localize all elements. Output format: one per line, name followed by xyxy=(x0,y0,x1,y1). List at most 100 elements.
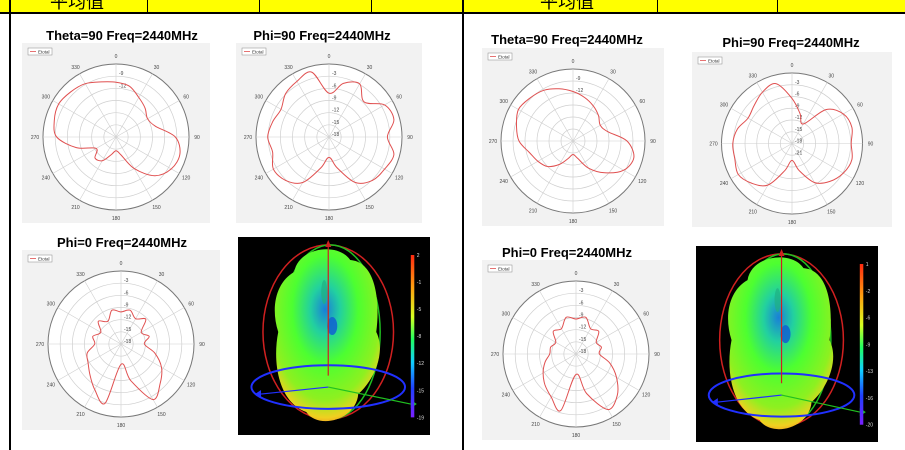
angle-tick-label: 330 xyxy=(76,272,85,278)
radial-tick-label: -12 xyxy=(576,88,583,94)
angle-tick-label: 150 xyxy=(152,205,161,211)
angle-tick-label: 150 xyxy=(612,422,621,428)
grid-spoke xyxy=(791,143,828,205)
angle-tick-label: 270 xyxy=(36,342,45,348)
radial-tick-label: -3 xyxy=(124,278,129,284)
grid-spoke xyxy=(328,100,393,138)
header-cell: 平均值 xyxy=(464,0,658,12)
grid-spoke xyxy=(510,140,574,178)
angle-tick-label: 240 xyxy=(42,176,51,182)
legend-box xyxy=(27,47,53,56)
chart-title: Phi=0 Freq=2440MHz xyxy=(56,235,188,250)
grid-spoke xyxy=(265,100,330,138)
x-axis xyxy=(328,386,411,405)
grid-spoke xyxy=(292,136,330,201)
y-axis xyxy=(260,386,329,395)
radial-tick-label: -18 xyxy=(795,139,802,145)
radial-tick-label: -6 xyxy=(124,290,129,296)
chart-title: Phi=0 Freq=2440MHz xyxy=(501,245,633,260)
angle-tick-label: 120 xyxy=(638,179,647,185)
angle-tick-label: 240 xyxy=(255,176,264,182)
header-cell xyxy=(148,0,260,12)
polar-chart: 0 30 60 90 120 150 180 210 240 270 300 330 -3 -6 -9 -12… xyxy=(482,260,670,440)
chart-title: Theta=90 Freq=2440MHz xyxy=(491,32,643,47)
grid-spoke xyxy=(575,317,640,355)
grid-spoke xyxy=(57,343,122,381)
left-border xyxy=(9,0,11,450)
angle-tick-label: 60 xyxy=(188,302,194,308)
angle-tick-label: 30 xyxy=(828,74,834,80)
grid-spoke xyxy=(572,78,610,142)
radial-tick-label: -18 xyxy=(332,132,339,138)
legend-label: Etotal xyxy=(38,256,50,261)
grid-spoke xyxy=(791,82,828,144)
grid-spoke xyxy=(512,317,577,355)
radial-tick-label: -15 xyxy=(332,120,339,126)
radial-tick-label: -12 xyxy=(119,83,126,89)
grid-spoke xyxy=(572,104,636,142)
radial-tick-label: -12 xyxy=(332,108,339,114)
angle-tick-label: 270 xyxy=(244,135,253,141)
angle-tick-label: 300 xyxy=(720,102,729,108)
angle-tick-label: 180 xyxy=(572,433,581,439)
header-cell xyxy=(658,0,778,12)
grid-spoke xyxy=(120,307,185,345)
header-band xyxy=(0,0,905,12)
legend-box xyxy=(487,264,513,273)
grid-spoke xyxy=(575,353,613,418)
radial-tick-label: -9 xyxy=(579,313,584,319)
radiation-pattern-3d: 1 -2 -6 -9 -13 -16 -20 xyxy=(696,246,878,442)
angle-tick-label: 150 xyxy=(157,412,166,418)
angle-tick-label: 180 xyxy=(788,220,797,226)
angle-tick-label: 330 xyxy=(749,74,758,80)
angle-tick-label: 210 xyxy=(284,205,293,211)
polar-chart: 0 30 60 90 120 150 180 210 240 270 300 330 -3 -6 -9 -12… xyxy=(692,52,892,227)
radial-tick-label: -15 xyxy=(579,337,586,343)
radial-tick-label: -18 xyxy=(124,339,131,345)
colorbar-tick-label: -19 xyxy=(417,415,424,421)
angle-tick-label: 90 xyxy=(868,142,874,148)
angle-tick-label: 90 xyxy=(194,135,200,141)
radial-tick-label: -6 xyxy=(579,300,584,306)
colorbar-tick-label: 1 xyxy=(866,262,869,268)
radial-tick-label: -9 xyxy=(332,96,337,102)
grid-spoke xyxy=(512,353,577,391)
pattern-trace xyxy=(53,81,181,177)
angle-tick-label: 180 xyxy=(569,219,578,225)
pattern-lobe xyxy=(728,257,834,430)
polar-chart: 0 30 60 90 120 150 180 210 240 270 300 330 -9 -12 Etot… xyxy=(22,43,210,223)
angle-tick-label: 180 xyxy=(325,216,334,222)
colorbar-tick-label: -6 xyxy=(866,316,871,322)
grid-spoke xyxy=(120,343,158,408)
angle-tick-label: 30 xyxy=(610,70,616,76)
angle-tick-label: 180 xyxy=(112,216,121,222)
grid-spoke xyxy=(292,73,330,138)
angle-tick-label: 150 xyxy=(365,205,374,211)
angle-tick-label: 0 xyxy=(791,63,794,69)
angle-tick-label: 210 xyxy=(531,422,540,428)
colorbar-tick-label: 2 xyxy=(417,253,420,259)
radial-tick-label: -9 xyxy=(124,303,129,309)
grid-spoke xyxy=(536,78,574,142)
angle-tick-label: 270 xyxy=(709,142,718,148)
legend-box xyxy=(241,47,267,56)
radial-tick-label: -18 xyxy=(579,349,586,355)
grid-spoke xyxy=(730,107,793,144)
pattern-trace xyxy=(267,71,395,184)
grid-spoke xyxy=(52,100,117,138)
grid-spoke xyxy=(575,290,613,355)
angle-tick-label: 0 xyxy=(115,54,118,60)
x-axis xyxy=(781,394,860,413)
angle-tick-label: 180 xyxy=(117,423,126,429)
angle-tick-label: 120 xyxy=(642,393,651,399)
pattern-trace xyxy=(86,309,163,405)
radial-tick-label: -6 xyxy=(332,83,337,89)
colorbar-tick-label: -20 xyxy=(866,423,873,429)
pattern-lobe xyxy=(274,249,380,422)
header-cell xyxy=(260,0,372,12)
angle-tick-label: 210 xyxy=(749,209,758,215)
z-axis-arrow xyxy=(325,240,332,247)
angle-tick-label: 30 xyxy=(154,65,160,71)
radial-tick-label: -9 xyxy=(119,71,124,77)
colorbar xyxy=(410,255,415,418)
